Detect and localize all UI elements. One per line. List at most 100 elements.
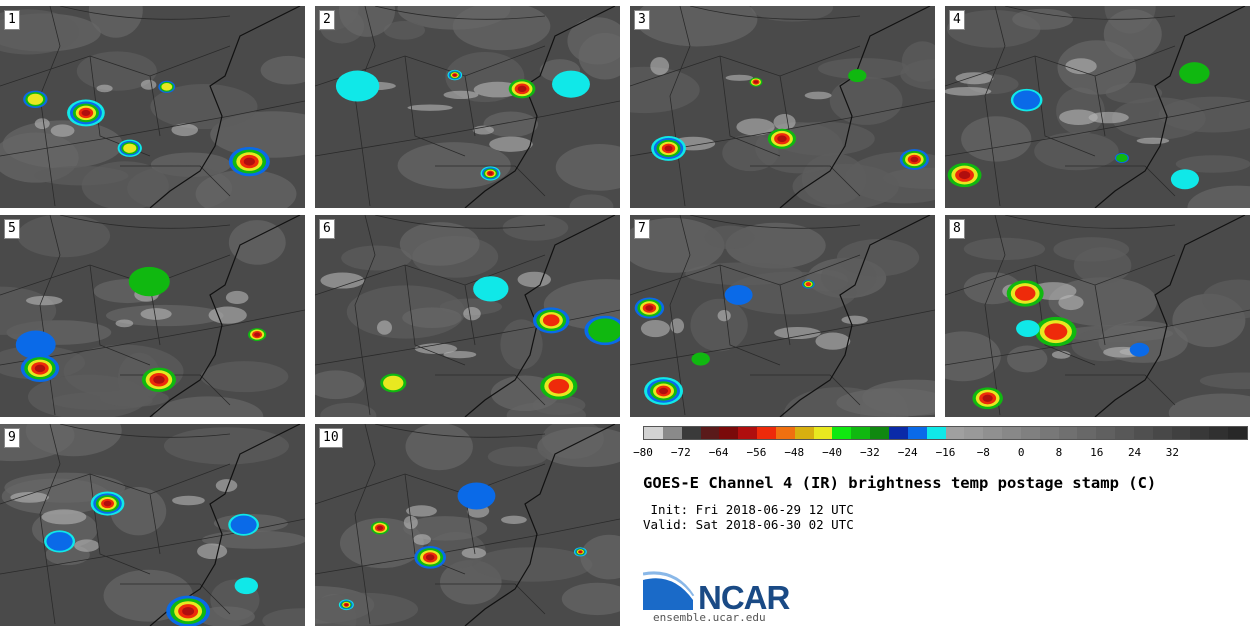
gray-cloud	[452, 6, 551, 51]
light-cloud	[1136, 137, 1170, 145]
state-border	[464, 284, 476, 346]
state-border	[374, 6, 546, 20]
colorbar-tick-label: −72	[670, 446, 691, 459]
state-border	[374, 215, 546, 229]
gray-cloud	[163, 427, 290, 465]
state-border	[404, 55, 466, 157]
light-cloud	[1065, 58, 1097, 75]
storm-cell	[1179, 62, 1210, 84]
state-border	[750, 374, 861, 406]
storm-cell	[588, 318, 620, 343]
gray-cloud	[150, 83, 258, 130]
gray-cloud	[1111, 97, 1206, 140]
map-panel-4[interactable]: 4	[945, 6, 1250, 208]
state-border	[1004, 215, 1176, 229]
gray-cloud	[555, 144, 620, 191]
colorbar-tick-label: −8	[976, 446, 990, 459]
storm-cell	[645, 305, 654, 311]
gray-cloud	[399, 222, 480, 266]
map-panel-3[interactable]: 3	[630, 6, 935, 208]
map-panel-5[interactable]: 5	[0, 215, 305, 417]
gray-cloud	[750, 6, 834, 22]
website-link[interactable]: ensemble.ucar.edu	[653, 611, 766, 624]
light-cloud	[10, 491, 49, 503]
light-cloud	[841, 315, 868, 325]
panel-label: 2	[319, 10, 335, 30]
map-panel-2[interactable]: 2	[315, 6, 620, 208]
storm-cell	[230, 515, 257, 535]
gray-cloud	[963, 237, 1046, 261]
gray-cloud	[1187, 185, 1250, 208]
gray-cloud	[690, 298, 748, 352]
colorbar-tick-label: −40	[822, 446, 842, 459]
state-border	[945, 309, 1250, 366]
map-panel-9[interactable]: 9	[0, 424, 305, 626]
map-canvas	[0, 424, 305, 626]
colorbar-bin-21	[1039, 427, 1059, 439]
storm-cell	[473, 276, 509, 302]
storm-cell	[81, 109, 91, 117]
map-panel-10[interactable]: 10	[315, 424, 620, 626]
ncar-logo-icon	[643, 571, 695, 610]
light-cloud	[74, 539, 100, 552]
gray-cloud	[88, 6, 143, 38]
light-cloud	[41, 509, 87, 525]
storm-cell	[910, 156, 919, 163]
storm-cell	[103, 500, 112, 507]
light-cloud	[725, 74, 754, 81]
panel-label: 3	[634, 10, 650, 30]
state-border	[315, 463, 546, 505]
gray-cloud	[945, 331, 1001, 382]
coastline	[464, 6, 616, 208]
map-panel-8[interactable]: 8	[945, 215, 1250, 417]
gray-cloud	[110, 487, 167, 536]
gray-cloud	[580, 534, 620, 580]
map-panel-1[interactable]: 1	[0, 6, 305, 208]
gray-cloud	[153, 396, 264, 417]
storm-cell	[234, 577, 259, 595]
map-panel-6[interactable]: 6	[315, 215, 620, 417]
storm-cell	[664, 145, 673, 152]
light-cloud	[1051, 350, 1071, 359]
storm-cell	[724, 284, 753, 305]
coastline	[1094, 6, 1246, 208]
light-cloud	[208, 306, 247, 324]
map-panel-7[interactable]: 7	[630, 215, 935, 417]
colorbar-bin-16	[945, 427, 965, 439]
gray-cloud	[502, 215, 569, 241]
storm-cell	[243, 157, 255, 166]
gray-cloud	[630, 217, 725, 273]
gray-cloud	[1073, 247, 1132, 284]
gray-cloud	[405, 424, 473, 471]
light-cloud	[50, 124, 75, 137]
state-border	[39, 424, 61, 625]
storm-cell	[15, 330, 56, 359]
gray-cloud	[1175, 155, 1250, 173]
colorbar-tick-label: −24	[897, 446, 918, 459]
gray-cloud	[338, 6, 396, 37]
colorbar-bin-12	[870, 427, 889, 439]
gray-cloud	[34, 165, 129, 186]
colorbar-tick-label: −56	[746, 446, 767, 459]
light-cloud	[225, 290, 249, 305]
state-border	[945, 45, 1176, 87]
map-canvas	[630, 215, 935, 417]
gray-cloud	[260, 55, 305, 85]
colorbar-tick-label: −48	[784, 446, 805, 459]
state-border	[0, 309, 305, 366]
storm-cell	[548, 378, 570, 394]
gray-cloud	[228, 220, 286, 265]
storm-cell	[128, 266, 170, 297]
gray-cloud	[17, 215, 111, 258]
storm-cell	[753, 80, 759, 84]
state-border	[0, 254, 231, 296]
gray-cloud	[635, 6, 758, 47]
gray-cloud	[500, 319, 543, 370]
state-border	[984, 6, 1006, 207]
gray-cloud	[537, 426, 620, 468]
gray-cloud	[200, 361, 289, 393]
colorbar	[643, 426, 1248, 440]
gray-cloud	[99, 389, 169, 407]
light-cloud	[461, 547, 487, 559]
colorbar-tick-label: −16	[935, 446, 956, 459]
